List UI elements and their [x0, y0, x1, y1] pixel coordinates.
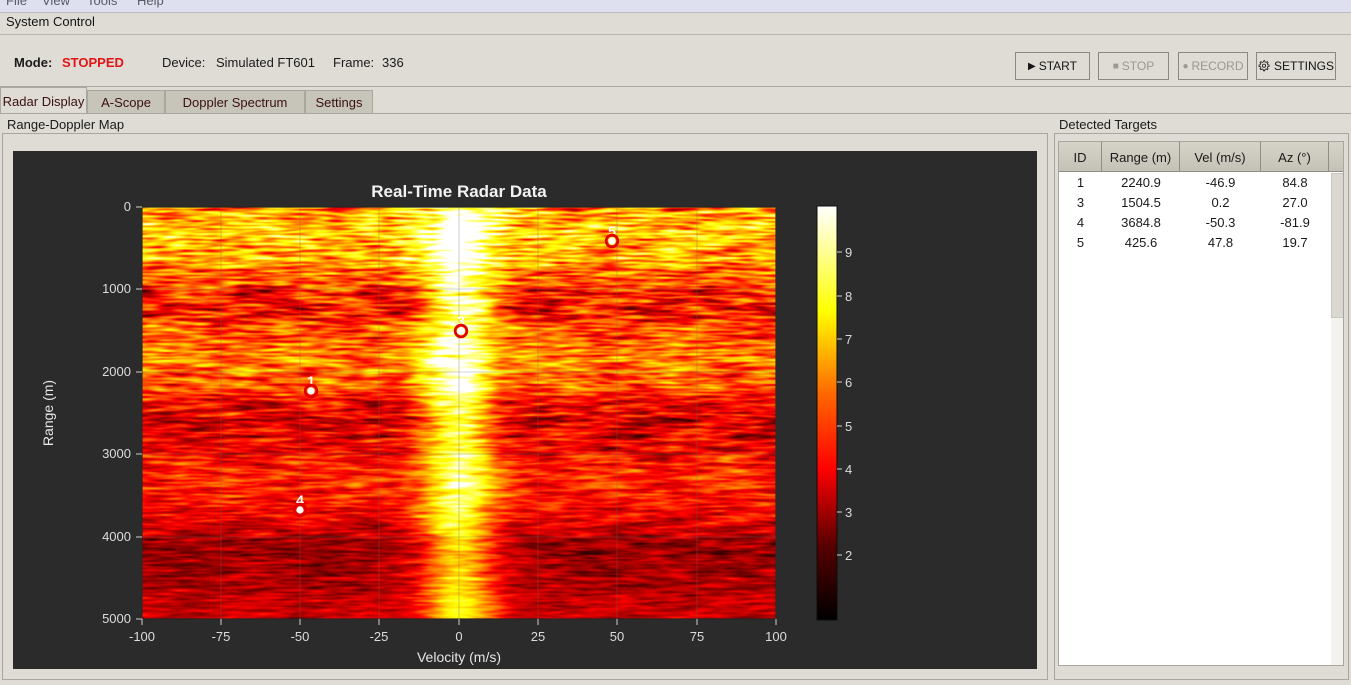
- svg-text:25: 25: [531, 629, 545, 644]
- svg-text:Real-Time Radar Data: Real-Time Radar Data: [371, 182, 547, 201]
- svg-text:5: 5: [845, 419, 852, 434]
- svg-text:0: 0: [124, 199, 131, 214]
- svg-text:100: 100: [765, 629, 787, 644]
- svg-text:4: 4: [845, 462, 852, 477]
- svg-text:9: 9: [845, 245, 852, 260]
- svg-text:8: 8: [845, 289, 852, 304]
- svg-text:2: 2: [845, 548, 852, 563]
- svg-text:6: 6: [845, 375, 852, 390]
- svg-text:1000: 1000: [102, 281, 131, 296]
- svg-text:-25: -25: [370, 629, 389, 644]
- svg-text:5000: 5000: [102, 611, 131, 626]
- svg-text:Velocity (m/s): Velocity (m/s): [417, 649, 501, 665]
- svg-text:3000: 3000: [102, 446, 131, 461]
- svg-text:2000: 2000: [102, 364, 131, 379]
- svg-text:4000: 4000: [102, 529, 131, 544]
- svg-text:3: 3: [845, 505, 852, 520]
- svg-text:Range (m): Range (m): [40, 380, 56, 446]
- svg-text:-75: -75: [212, 629, 231, 644]
- svg-text:-50: -50: [291, 629, 310, 644]
- svg-text:-100: -100: [129, 629, 155, 644]
- svg-text:0: 0: [455, 629, 462, 644]
- svg-text:7: 7: [845, 332, 852, 347]
- svg-text:50: 50: [610, 629, 624, 644]
- svg-text:75: 75: [690, 629, 704, 644]
